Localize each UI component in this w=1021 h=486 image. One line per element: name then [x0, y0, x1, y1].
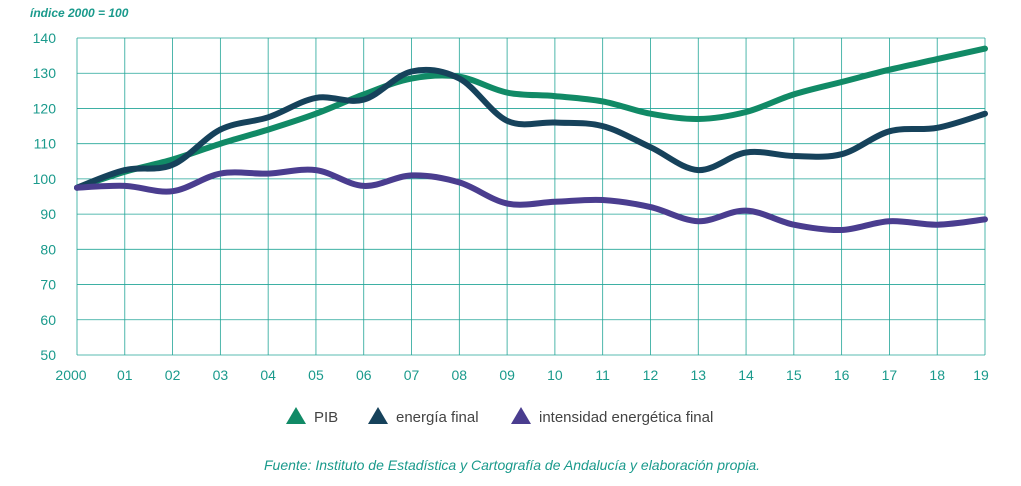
- x-tick-label: 09: [499, 367, 515, 383]
- series-line-0: [74, 45, 988, 191]
- y-tick-label: 80: [40, 241, 56, 257]
- y-tick-label: 110: [34, 136, 57, 152]
- x-tick-label: 2000: [55, 367, 86, 383]
- x-tick-label: 04: [260, 367, 276, 383]
- y-axis-unit-label: índice 2000 = 100: [30, 6, 129, 20]
- y-tick-label: 120: [33, 100, 57, 116]
- x-tick-label: 07: [404, 367, 420, 383]
- legend-label: intensidad energética final: [539, 409, 713, 426]
- x-tick-label: 01: [117, 367, 133, 383]
- series-lines: [74, 45, 988, 234]
- x-tick-label: 17: [882, 367, 898, 383]
- y-tick-label: 100: [33, 171, 57, 187]
- x-tick-label: 03: [213, 367, 229, 383]
- x-tick-label: 15: [786, 367, 802, 383]
- legend-label: PIB: [314, 409, 338, 426]
- x-tick-label: 08: [452, 367, 468, 383]
- grid: [76, 37, 986, 356]
- y-tick-label: 130: [33, 65, 57, 81]
- x-tick-label: 02: [165, 367, 181, 383]
- legend-marker-1: [368, 407, 388, 424]
- x-tick-label: 14: [738, 367, 754, 383]
- legend-marker-2: [511, 407, 531, 424]
- legend-marker-0: [286, 407, 306, 424]
- y-axis: 140 130 120 110 100 90 80 70 60 50: [33, 30, 57, 363]
- legend: PIB energía final intensidad energética fi…: [286, 407, 713, 426]
- x-tick-label: 06: [356, 367, 372, 383]
- x-tick-label: 12: [643, 367, 659, 383]
- y-tick-label: 60: [40, 312, 56, 328]
- y-tick-label: 50: [40, 347, 56, 363]
- y-tick-label: 70: [40, 277, 56, 293]
- legend-label: energía final: [396, 409, 479, 426]
- source-note: Fuente: Instituto de Estadística y Carto…: [264, 457, 760, 473]
- series-line-1: [74, 66, 988, 191]
- series-line-2: [74, 166, 988, 234]
- x-tick-label: 10: [547, 367, 563, 383]
- y-tick-label: 140: [33, 30, 57, 46]
- x-tick-label: 11: [595, 367, 610, 383]
- x-tick-label: 18: [929, 367, 945, 383]
- x-tick-label: 05: [308, 367, 324, 383]
- y-tick-label: 90: [40, 206, 56, 222]
- x-tick-label: 16: [834, 367, 850, 383]
- x-tick-label: 13: [690, 367, 706, 383]
- x-axis: 2000 01 02 03 04 05 06 07 08 09 10 11 12 13 14 15 16 17 18…: [55, 367, 989, 383]
- x-tick-label: 19: [973, 367, 989, 383]
